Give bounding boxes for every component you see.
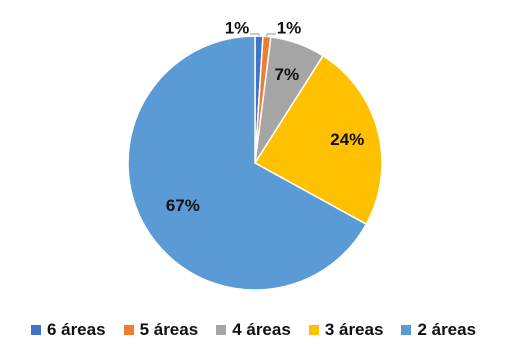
legend-item-4-áreas: 4 áreas [216,320,291,340]
data-label-6-áreas: 1% [225,19,250,38]
legend-swatch [30,325,41,335]
legend-swatch [216,325,227,335]
legend-item-5-áreas: 5 áreas [123,320,199,340]
legend-label: 3 áreas [324,320,384,339]
legend-swatch [123,325,134,335]
legend-label: 4 áreas [232,320,291,339]
legend-label: 5 áreas [139,320,199,339]
legend-item-6-áreas: 6 áreas [30,320,106,340]
legend-swatch [308,325,319,335]
legend-swatch [401,325,412,335]
legend-item-3-áreas: 3 áreas [308,320,384,340]
chart-legend: 6 áreas 5 áreas 4 áreas 3 áreas 2 áreas [0,318,507,342]
legend-item-2-áreas: 2 áreas [401,320,476,340]
data-label-4-áreas: 7% [275,65,300,84]
legend-label: 2 áreas [417,320,477,339]
leader-line-5-áreas [266,33,276,37]
leader-line-6-áreas [250,33,260,37]
pie-slice-3-áreas [253,54,383,226]
data-label-2-áreas: 67% [166,196,200,215]
legend-label: 6 áreas [46,320,106,339]
pie-slice-2-áreas [127,35,368,291]
data-label-5-áreas: 1% [277,19,302,38]
pie-chart-svg: 1% 1% 7% 24% 67% [127,19,383,291]
data-label-3-áreas: 24% [330,130,364,149]
